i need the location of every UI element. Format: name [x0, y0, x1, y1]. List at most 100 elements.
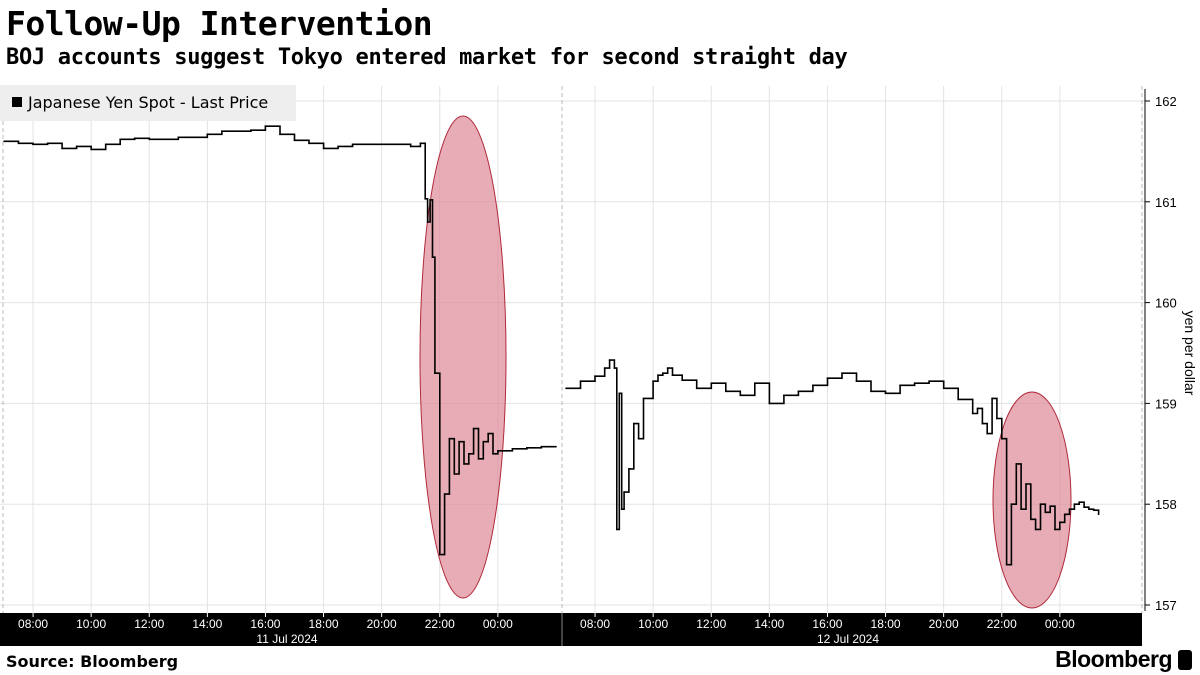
- data-point: [1001, 437, 1003, 440]
- data-point: [616, 528, 618, 531]
- data-point: [1073, 503, 1076, 506]
- brand-logo: Bloomberg: [1055, 646, 1192, 673]
- x-date-label: 11 Jul 2024: [256, 632, 317, 646]
- data-point: [783, 394, 785, 397]
- data-point: [322, 147, 325, 150]
- data-point: [623, 491, 625, 493]
- data-point: [1088, 508, 1090, 511]
- data-point: [671, 374, 674, 377]
- data-point: [468, 453, 470, 455]
- data-point: [264, 125, 267, 127]
- intervention-highlight-1: [419, 115, 507, 599]
- data-point: [431, 256, 434, 258]
- data-point: [119, 138, 121, 141]
- data-point: [1025, 483, 1027, 485]
- data-point: [725, 390, 727, 393]
- brand-wordmark: Bloomberg: [1055, 646, 1172, 672]
- y-tick-label: 157: [1155, 598, 1177, 613]
- x-tick-label: 00:00: [1045, 617, 1075, 631]
- intervention-highlight-2: [992, 391, 1072, 609]
- data-point: [1005, 563, 1008, 566]
- data-point: [1020, 508, 1022, 511]
- data-point: [620, 508, 623, 511]
- x-tick-label: 08:00: [580, 617, 610, 631]
- data-point: [618, 392, 621, 395]
- data-point: [472, 427, 475, 430]
- data-point: [426, 221, 429, 223]
- data-point: [337, 145, 339, 148]
- data-point: [434, 372, 436, 375]
- data-point: [841, 372, 843, 375]
- data-point: [666, 367, 669, 369]
- data-point: [942, 387, 945, 390]
- data-point: [17, 142, 20, 145]
- data-point: [981, 422, 984, 425]
- x-tick-label: 22:00: [425, 617, 455, 631]
- data-point: [1010, 503, 1013, 506]
- data-point: [458, 440, 460, 443]
- data-point: [662, 372, 664, 375]
- data-point: [870, 390, 872, 393]
- data-point: [1044, 511, 1047, 514]
- data-point: [826, 377, 829, 380]
- data-point: [177, 136, 180, 139]
- data-point: [511, 448, 514, 450]
- data-point: [482, 440, 485, 443]
- x-axis-bar: [0, 613, 1142, 646]
- data-point: [351, 143, 354, 146]
- data-point: [555, 445, 557, 448]
- data-point: [1049, 505, 1051, 508]
- data-point: [996, 417, 998, 420]
- data-point: [279, 133, 281, 136]
- data-point: [429, 199, 431, 201]
- data-point: [928, 380, 930, 383]
- data-point: [104, 143, 107, 146]
- data-point: [409, 145, 412, 148]
- data-point: [250, 129, 252, 131]
- data-point: [1097, 513, 1100, 516]
- data-point: [1034, 528, 1037, 531]
- data-point: [3, 140, 5, 143]
- data-point: [768, 402, 771, 405]
- data-point: [1015, 463, 1018, 465]
- data-point: [681, 379, 683, 382]
- data-point: [32, 143, 34, 146]
- data-point: [812, 384, 814, 387]
- series-line-2: [566, 359, 1100, 566]
- data-point: [594, 375, 596, 378]
- x-tick-label: 10:00: [76, 617, 106, 631]
- data-point: [710, 382, 713, 385]
- data-point: [657, 374, 659, 377]
- line-chart: 157 158 159 160 161 162 yen per dollar Japanese…: [0, 85, 1198, 646]
- data-point: [497, 450, 499, 452]
- x-tick-label: 20:00: [929, 617, 959, 631]
- data-point: [526, 447, 528, 449]
- data-point: [487, 432, 490, 435]
- data-point: [1054, 528, 1056, 531]
- data-point: [739, 394, 742, 397]
- x-tick-label: 08:00: [18, 617, 48, 631]
- data-point: [75, 145, 78, 148]
- data-point: [439, 553, 441, 556]
- data-point: [380, 143, 383, 146]
- data-point: [971, 412, 974, 415]
- data-point: [613, 367, 616, 369]
- y-tick-label: 160: [1155, 296, 1177, 311]
- data-point: [133, 137, 136, 140]
- data-point: [1068, 508, 1071, 511]
- data-point: [957, 398, 959, 401]
- data-point: [1059, 521, 1061, 524]
- data-point: [1063, 513, 1066, 516]
- data-point: [1083, 506, 1085, 509]
- x-tick-label: 22:00: [987, 617, 1017, 631]
- x-tick-label: 14:00: [754, 617, 784, 631]
- data-point: [463, 463, 465, 465]
- y-axis-label: yen per dollar: [1182, 311, 1198, 396]
- data-point: [608, 359, 611, 361]
- data-point: [448, 437, 451, 440]
- data-point: [540, 445, 543, 448]
- data-point: [899, 384, 901, 387]
- chart-title: Follow-Up Intervention: [6, 4, 433, 43]
- data-point: [976, 407, 979, 410]
- legend-box: [0, 85, 296, 121]
